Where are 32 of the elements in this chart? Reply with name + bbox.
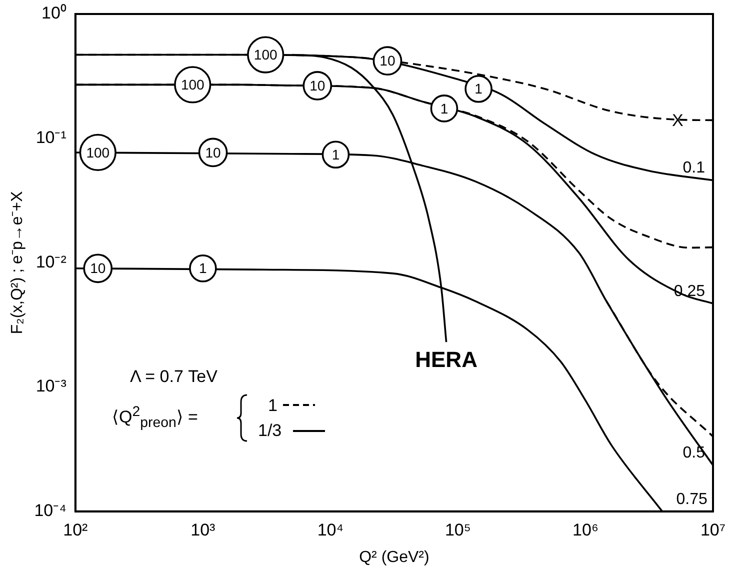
y-tick-label: 10⁻¹ (36, 128, 67, 148)
x-tick-label: 10³ (190, 520, 216, 540)
x-tick-label: 10⁴ (317, 520, 344, 540)
annotation: 10 (90, 260, 106, 276)
x-axis-title: Q² (GeV²) (359, 548, 430, 566)
annotation: 100 (254, 46, 278, 63)
annotation: 100 (180, 76, 205, 93)
y-tick-label: 10⁻² (36, 252, 67, 272)
annotation: 100 (86, 144, 110, 160)
annotation: 1 (268, 396, 278, 415)
annotation: 1 (332, 146, 340, 162)
annotation: 1 (440, 100, 448, 116)
annotation: 1/3 (258, 421, 282, 440)
annotation: Λ = 0.7 TeV (130, 367, 218, 386)
annotation: 1 (474, 80, 483, 97)
y-axis-title: F₂(x,Q²) ; e⁻p→e⁻+X (9, 190, 26, 334)
x-tick-label: 10⁷ (700, 520, 726, 540)
series-label: 0.75 (676, 490, 708, 508)
annotation: 10 (380, 52, 396, 69)
x-tick-label: 10² (63, 520, 88, 540)
annotation: ⟨Q$^{2}$$_{preon}$⟩ = (112, 404, 198, 432)
x-tick-label: 10⁶ (572, 520, 598, 540)
y-tick-label: 10⁻³ (36, 376, 67, 396)
annotation: 1 (199, 260, 208, 276)
annotation: 10 (310, 78, 326, 94)
x-tick-label: 10⁵ (444, 520, 471, 540)
series-label: 0.1 (682, 160, 706, 177)
y-tick-label: 10⁻⁴ (34, 501, 66, 520)
annotation: X (672, 111, 684, 130)
y-tick-label: 10⁰ (41, 4, 66, 23)
series-label: HERA (415, 347, 478, 372)
annotation: 10 (205, 144, 222, 160)
